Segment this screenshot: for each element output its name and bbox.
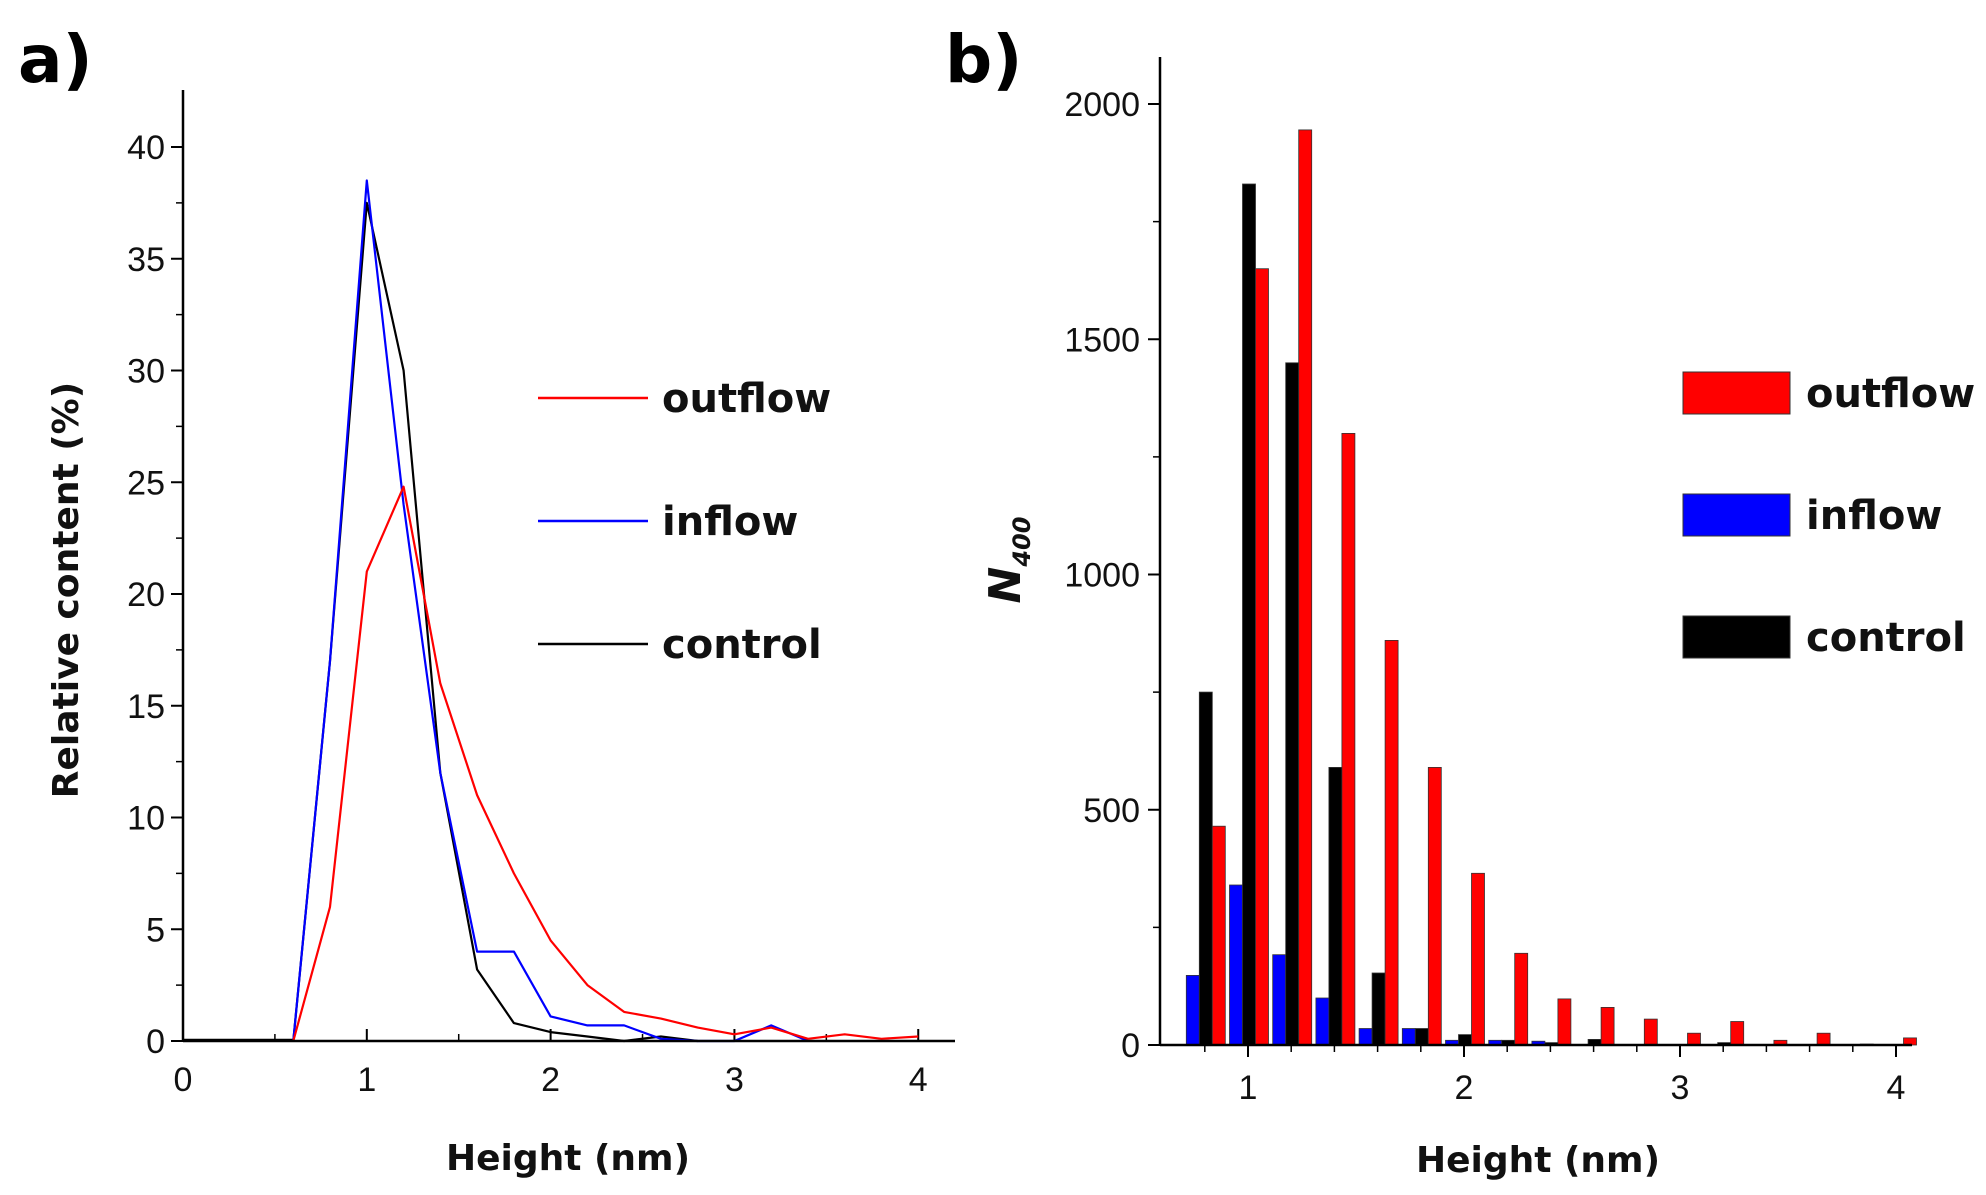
panel-b-x-tick-label: 2 <box>1455 1069 1474 1107</box>
panel-a-legend: outflow inflow control <box>538 376 831 668</box>
bar-inflow <box>1358 1028 1373 1046</box>
panel-b-x-tick-label: 3 <box>1671 1069 1690 1107</box>
legend-label-control: control <box>1806 615 1966 661</box>
panel-b-x-tick-label: 1 <box>1239 1069 1258 1107</box>
series-line-inflow <box>292 179 809 1043</box>
panel-a-series-lines <box>183 179 919 1043</box>
bar-outflow <box>1427 767 1442 1046</box>
bar-outflow <box>1557 998 1572 1046</box>
panel-a-y-tick-label: 30 <box>127 353 165 391</box>
legend-label-outflow: outflow <box>662 376 831 422</box>
panel-b-x-axis-title: Height (nm) <box>1416 1140 1660 1181</box>
panel-a-y-tick-label: 10 <box>127 800 165 838</box>
bar-control <box>1458 1034 1472 1046</box>
panel-b-legend: outflow inflow control <box>1682 371 1975 661</box>
panel-b-y-tick-label: 0 <box>1121 1027 1140 1065</box>
legend-swatch-control <box>1682 615 1791 659</box>
bar-inflow <box>1229 884 1243 1046</box>
panel-a-x-tick-label: 2 <box>541 1061 560 1099</box>
bar-outflow <box>1514 952 1529 1046</box>
panel-a-y-axis-title: Relative content (%) <box>46 382 87 798</box>
legend-label-control: control <box>662 622 822 668</box>
panel-b-x-tick-label: 4 <box>1887 1069 1906 1107</box>
panel-b-bars <box>1185 129 1917 1046</box>
panel-a-y-tick-label: 20 <box>127 576 165 614</box>
bar-outflow <box>1730 1021 1745 1046</box>
bar-outflow <box>1471 872 1485 1046</box>
bar-outflow <box>1384 640 1399 1046</box>
bar-outflow <box>1816 1032 1831 1046</box>
panel-b-y-axis-title: N400 <box>980 517 1036 604</box>
bar-outflow <box>1643 1018 1658 1046</box>
bar-outflow <box>1687 1032 1701 1046</box>
bar-outflow <box>1600 1007 1615 1046</box>
bar-inflow <box>1401 1028 1416 1046</box>
panel-a-y-tick-label: 25 <box>127 464 165 502</box>
panel-a-y-tick-label: 0 <box>146 1023 165 1061</box>
panel-a-x-axis-title: Height (nm) <box>446 1138 690 1179</box>
panel-a-y-tick-label: 5 <box>146 911 165 949</box>
bar-control <box>1414 1028 1429 1046</box>
bar-control <box>1328 767 1343 1046</box>
legend-label-outflow: outflow <box>1806 371 1975 417</box>
panel-a-x-tick-label: 1 <box>357 1061 376 1099</box>
panel-a-x-tick-label: 3 <box>725 1061 744 1099</box>
panel-a-y-tick-label: 35 <box>127 241 165 279</box>
bar-outflow <box>1341 432 1356 1046</box>
bar-outflow <box>1255 268 1269 1046</box>
legend-swatch-inflow <box>1682 493 1791 537</box>
bar-control <box>1198 691 1213 1046</box>
bar-control <box>1285 362 1300 1046</box>
series-line-control <box>292 201 698 1043</box>
bar-outflow <box>1298 129 1313 1046</box>
bar-outflow <box>1211 825 1226 1046</box>
panel-b-y-tick-label: 1500 <box>1064 321 1140 359</box>
panel-b-ticks: 1 2 3 4 0 500 1000 1500 2000 <box>1064 86 1905 1107</box>
legend-label-inflow: inflow <box>1806 493 1942 539</box>
panel-b-y-tick-label: 1000 <box>1064 557 1140 595</box>
panel-a-y-tick-label: 15 <box>127 688 165 726</box>
bar-control <box>1371 972 1386 1046</box>
series-line-outflow <box>292 485 919 1042</box>
bar-inflow <box>1272 954 1287 1046</box>
legend-label-inflow: inflow <box>662 499 798 545</box>
bar-inflow <box>1185 975 1200 1046</box>
panel-b-label: b) <box>945 21 1022 98</box>
panel-a-y-tick-label: 40 <box>127 129 165 167</box>
panel-b-y-tick-label: 2000 <box>1064 86 1140 124</box>
panel-b-bar-chart: b) 1 2 3 4 0 500 1000 1500 2000 Height (nm) N400… <box>945 21 1975 1181</box>
panel-b-y-axis-title-subscript: 400 <box>1008 517 1036 568</box>
panel-b-y-tick-label: 500 <box>1083 792 1140 830</box>
panel-a-x-tick-label: 0 <box>174 1061 193 1099</box>
panel-b-y-axis-title-symbol: N <box>980 567 1031 604</box>
panel-a-label: a) <box>18 21 93 98</box>
legend-swatch-outflow <box>1682 371 1791 415</box>
panel-a-x-tick-label: 4 <box>909 1061 928 1099</box>
bar-control <box>1242 183 1256 1046</box>
bar-inflow <box>1315 997 1330 1046</box>
